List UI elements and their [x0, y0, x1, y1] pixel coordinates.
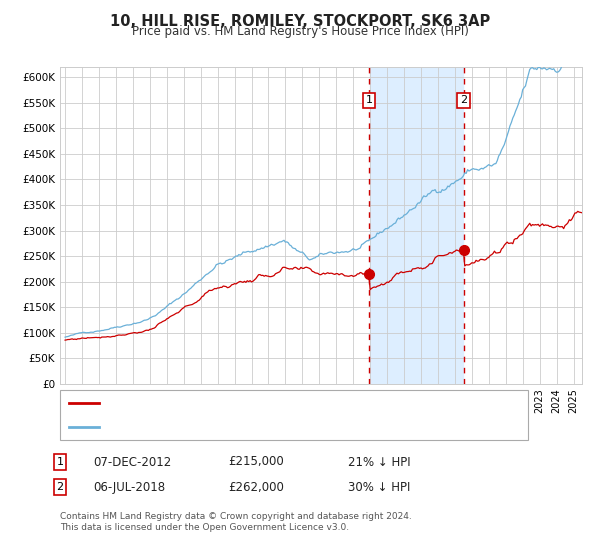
Text: 1: 1 [56, 457, 64, 467]
Text: 10, HILL RISE, ROMILEY, STOCKPORT, SK6 3AP: 10, HILL RISE, ROMILEY, STOCKPORT, SK6 3… [110, 14, 490, 29]
Text: 21% ↓ HPI: 21% ↓ HPI [348, 455, 410, 469]
Text: 2: 2 [56, 482, 64, 492]
Text: 06-JUL-2018: 06-JUL-2018 [93, 480, 165, 494]
Text: Contains HM Land Registry data © Crown copyright and database right 2024.
This d: Contains HM Land Registry data © Crown c… [60, 512, 412, 532]
Text: 10, HILL RISE, ROMILEY, STOCKPORT, SK6 3AP (detached house): 10, HILL RISE, ROMILEY, STOCKPORT, SK6 3… [105, 398, 440, 408]
Text: 30% ↓ HPI: 30% ↓ HPI [348, 480, 410, 494]
Text: £262,000: £262,000 [228, 480, 284, 494]
Text: 1: 1 [365, 95, 373, 105]
Text: Price paid vs. HM Land Registry's House Price Index (HPI): Price paid vs. HM Land Registry's House … [131, 25, 469, 38]
Text: £215,000: £215,000 [228, 455, 284, 469]
Text: HPI: Average price, detached house, Stockport: HPI: Average price, detached house, Stoc… [105, 422, 349, 432]
Text: 07-DEC-2012: 07-DEC-2012 [93, 455, 171, 469]
Text: 2: 2 [460, 95, 467, 105]
